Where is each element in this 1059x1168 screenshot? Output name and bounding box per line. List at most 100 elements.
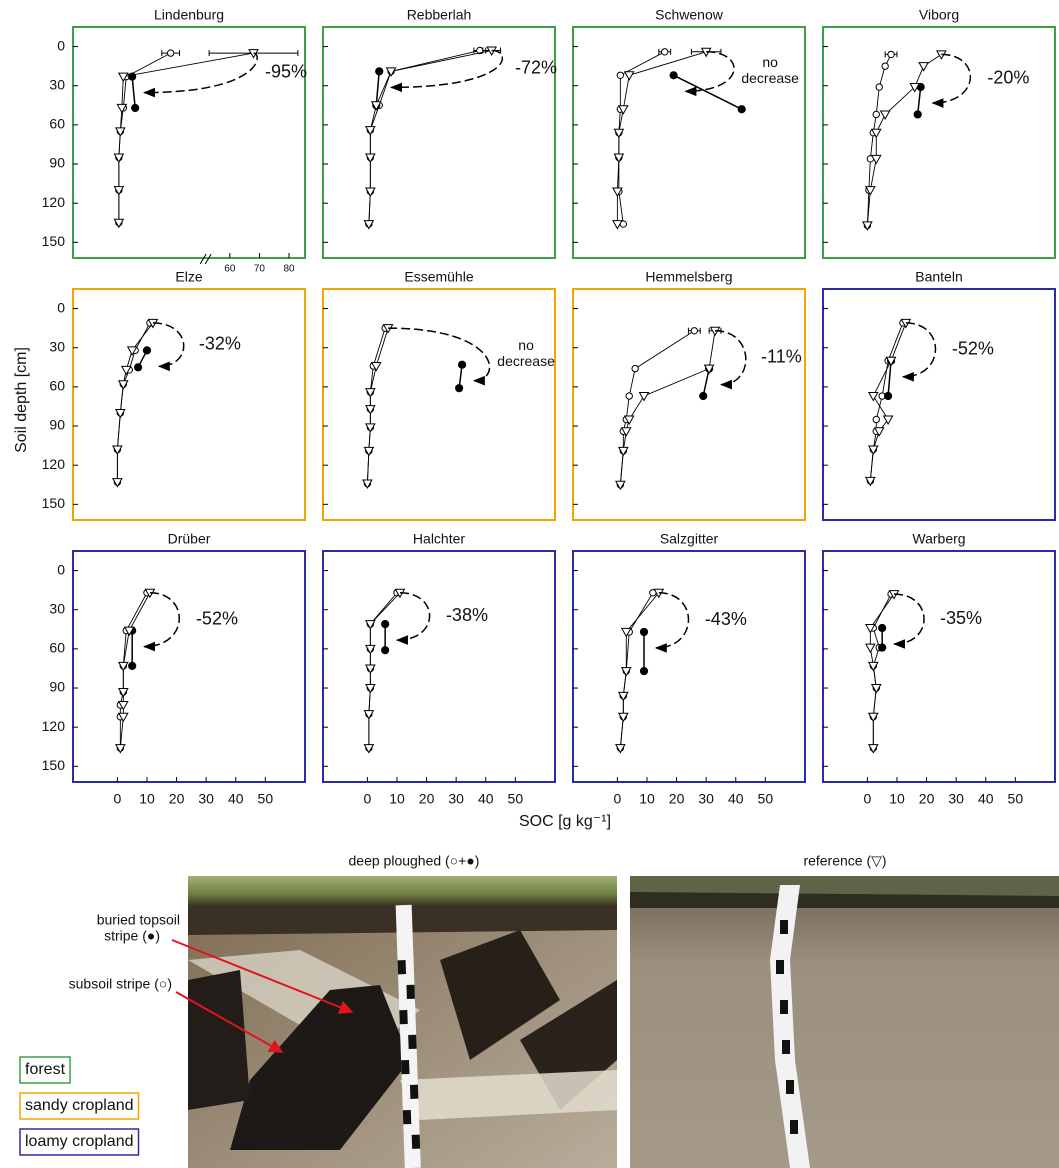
- x-tick-label: 30: [698, 791, 714, 807]
- y-tick-label: 120: [42, 456, 66, 472]
- x-tick-label: 0: [363, 791, 371, 807]
- change-arrow: [901, 322, 937, 382]
- profile-line: [872, 593, 892, 749]
- profile-line: [866, 54, 892, 226]
- panel: Elze 0 30 60 90 120 150 -32%: [42, 269, 306, 521]
- subsoil-marker: [661, 48, 669, 56]
- photo-reference: [630, 876, 1059, 1168]
- x-tick-label: 0: [613, 791, 621, 807]
- change-label: -52%: [952, 339, 994, 359]
- legend-box: [19, 1128, 140, 1156]
- panel: Viborg -20%: [822, 7, 1056, 259]
- change-label: -72%: [515, 58, 557, 78]
- reference-marker: [362, 479, 373, 489]
- panel: Warberg 0 10 20 30 40 50 -35%: [822, 531, 1056, 807]
- panel-frame: [72, 26, 306, 259]
- y-tick-label: 60: [49, 378, 65, 394]
- profile-line: [119, 592, 151, 749]
- subsoil-marker: [881, 62, 889, 70]
- profile-line: [619, 592, 660, 749]
- reference-marker: [117, 712, 129, 723]
- x-tick-label: 30: [198, 791, 214, 807]
- change-arrow: [931, 53, 972, 108]
- profile-line: [866, 54, 942, 226]
- y-tick-label: 30: [49, 76, 65, 92]
- reference-marker: [617, 105, 629, 115]
- change-label: -52%: [196, 608, 238, 628]
- panel-frame: [572, 550, 806, 783]
- panel-title: Lindenburg: [154, 7, 224, 23]
- panel: Salzgitter 0 10 20 30 40 50 -43%: [572, 531, 806, 807]
- pointer-arrow: [171, 939, 354, 1014]
- x-tick-label: 20: [919, 791, 935, 807]
- reference-marker: [363, 220, 375, 230]
- photo-title: reference (▽): [803, 853, 886, 869]
- profile-line: [887, 360, 892, 397]
- topsoil-marker: [381, 646, 390, 655]
- reference-marker: [364, 388, 376, 398]
- change-arrow: [715, 330, 747, 390]
- panel-title: Drüber: [168, 531, 211, 547]
- reference-marker: [364, 423, 376, 433]
- reference-marker: [620, 667, 632, 677]
- photo-title: deep ploughed (○+●): [349, 853, 480, 869]
- profile-line: [368, 50, 492, 225]
- photo-label: stripe (●): [104, 928, 160, 944]
- change-label: -20%: [987, 67, 1029, 87]
- y-tick-label: 90: [49, 155, 65, 171]
- profile-line: [375, 71, 380, 106]
- y-tick-label: 60: [49, 116, 65, 132]
- legend-box: [19, 1056, 71, 1084]
- change-label: -95%: [265, 62, 307, 82]
- y-tick-label: 0: [57, 37, 65, 53]
- reference-marker: [909, 83, 921, 93]
- panel-title: Rebberlah: [407, 7, 472, 23]
- panel-frame: [322, 288, 556, 521]
- legend-label: forest: [25, 1061, 66, 1078]
- panel-title: Salzgitter: [660, 531, 719, 547]
- panel-frame: [72, 288, 306, 521]
- change-arrow: [654, 592, 690, 653]
- panel-frame: [572, 288, 806, 521]
- reference-marker: [864, 624, 876, 634]
- reference-marker: [864, 476, 876, 487]
- reference-marker: [364, 684, 376, 694]
- topsoil-marker: [639, 627, 649, 637]
- change-arrow: [152, 322, 185, 372]
- reference-marker: [870, 128, 882, 139]
- reference-marker: [120, 365, 132, 376]
- subsoil-marker: [875, 83, 883, 91]
- x-tick-label: 0: [113, 791, 121, 807]
- y-tick-label: 60: [49, 640, 65, 656]
- y-axis-label: Soil depth [cm]: [13, 347, 30, 453]
- panel: Banteln -52%: [822, 269, 1056, 521]
- reference-marker: [114, 744, 126, 754]
- profile-line: [619, 330, 716, 485]
- panel-title: Banteln: [915, 269, 962, 285]
- panel-title: Hemmelsberg: [645, 269, 732, 285]
- reference-marker: [363, 446, 375, 457]
- reference-marker: [117, 687, 129, 698]
- change-label: -32%: [199, 333, 241, 353]
- x-tick-label: 0: [863, 791, 871, 807]
- reference-marker: [385, 67, 397, 77]
- change-arrow: [388, 327, 491, 386]
- panel-title: Warberg: [912, 531, 965, 547]
- reference-marker: [116, 103, 128, 114]
- y-tick-label: 0: [57, 561, 65, 577]
- reference-marker: [117, 72, 129, 83]
- profile-line: [619, 330, 695, 485]
- x-tick-label: 40: [228, 791, 244, 807]
- photo-label: buried topsoil: [97, 912, 180, 928]
- reference-marker: [370, 362, 382, 372]
- change-arrow: [892, 593, 925, 649]
- profile-line: [118, 52, 254, 223]
- topsoil-marker: [131, 103, 140, 113]
- reference-marker: [864, 643, 876, 654]
- reference-marker: [113, 186, 125, 196]
- subsoil-marker: [631, 364, 639, 373]
- profile-line: [131, 76, 136, 108]
- change-label: decrease: [497, 353, 555, 369]
- y-tick-label: 90: [49, 417, 65, 433]
